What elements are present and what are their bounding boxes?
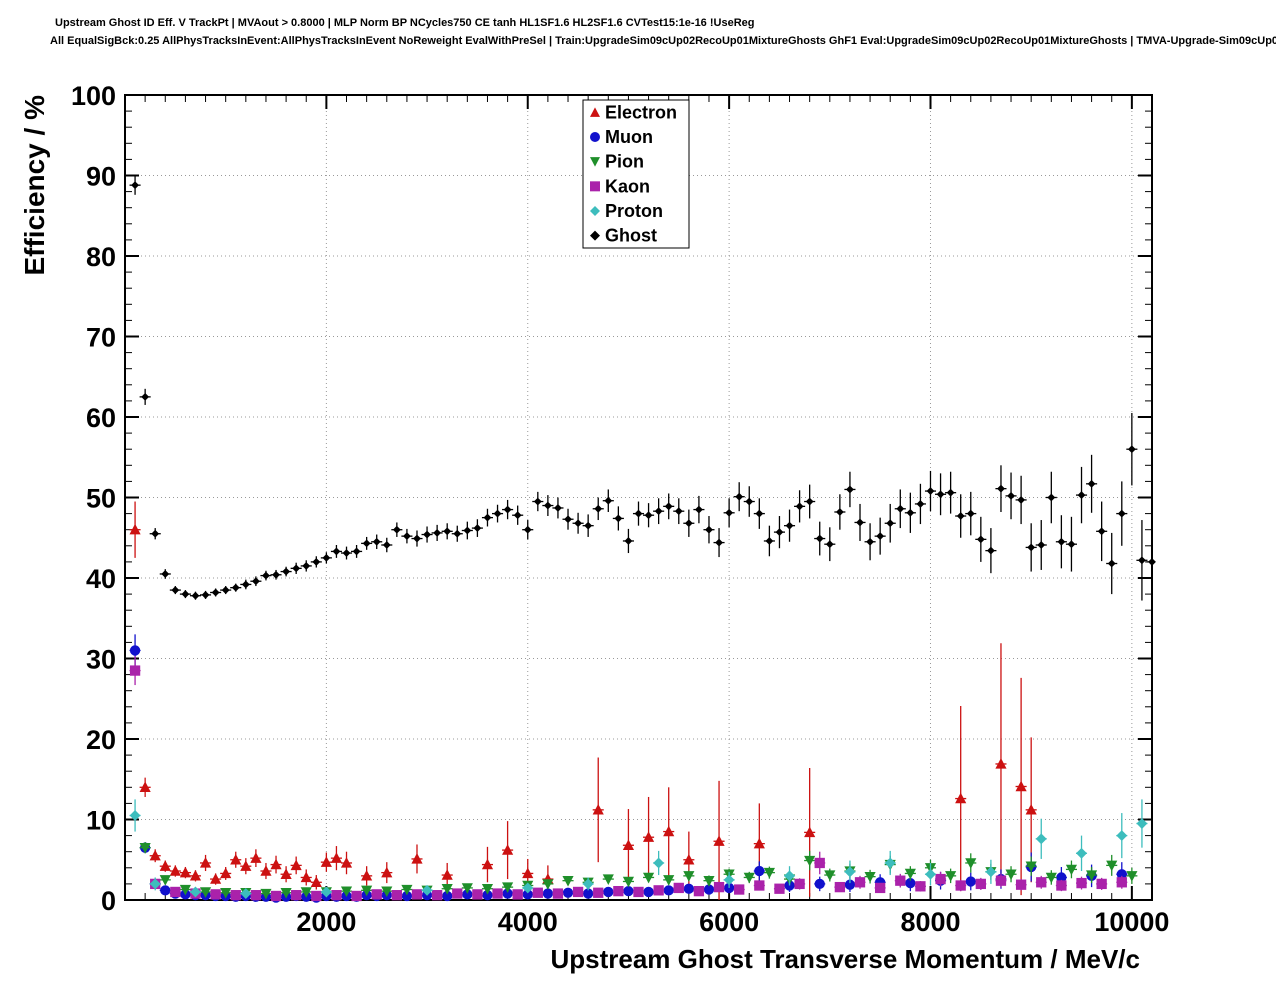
legend-label: Pion: [605, 152, 644, 172]
legend-entry-muon: Muon: [590, 127, 653, 147]
legend-entry-kaon: Kaon: [590, 176, 650, 196]
x-axis-title: Upstream Ghost Transverse Momentum / MeV…: [550, 944, 1140, 974]
series-pion: [139, 842, 1138, 900]
legend-entry-electron: Electron: [590, 102, 677, 122]
plot-header-line1: Upstream Ghost ID Eff. V TrackPt | MVAou…: [55, 17, 755, 29]
x-tick-label: 8000: [900, 907, 960, 937]
legend-label: Muon: [605, 127, 653, 147]
y-tick-label: 10: [86, 806, 116, 836]
legend-label: Electron: [605, 102, 677, 122]
axis-tick-labels: 0 10 20 30 40 50 60 70 80 90 100 2000 4000 6000 8000 10…: [71, 81, 1169, 937]
y-tick-label: 100: [71, 81, 116, 111]
y-tick-label: 50: [86, 484, 116, 514]
legend-label: Kaon: [605, 176, 650, 196]
y-tick-label: 80: [86, 242, 116, 272]
y-tick-label: 70: [86, 323, 116, 353]
legend-entry-pion: Pion: [590, 152, 644, 172]
x-tick-label: 2000: [296, 907, 356, 937]
x-tick-label: 6000: [699, 907, 759, 937]
y-tick-label: 30: [86, 645, 116, 675]
legend-entry-ghost: Ghost: [590, 226, 657, 246]
legend: Electron Muon Pion Kaon Proton Ghost: [582, 99, 690, 249]
y-tick-label: 60: [86, 403, 116, 433]
x-tick-label: 10000: [1094, 907, 1169, 937]
y-axis-title: Efficiency / %: [19, 95, 50, 276]
y-tick-label: 20: [86, 725, 116, 755]
legend-entry-proton: Proton: [590, 201, 663, 221]
series-kaon: [129, 656, 1128, 902]
series-ghost: [129, 175, 1156, 607]
series-electron: [129, 501, 1037, 900]
y-tick-label: 40: [86, 564, 116, 594]
legend-label: Ghost: [605, 226, 657, 246]
y-tick-label: 0: [101, 886, 116, 916]
plot-header-line2: All EqualSigBck:0.25 AllPhysTracksInEven…: [50, 35, 1276, 47]
legend-label: Proton: [605, 201, 663, 221]
x-tick-label: 4000: [498, 907, 558, 937]
y-tick-label: 90: [86, 162, 116, 192]
series-proton: [129, 799, 1148, 899]
